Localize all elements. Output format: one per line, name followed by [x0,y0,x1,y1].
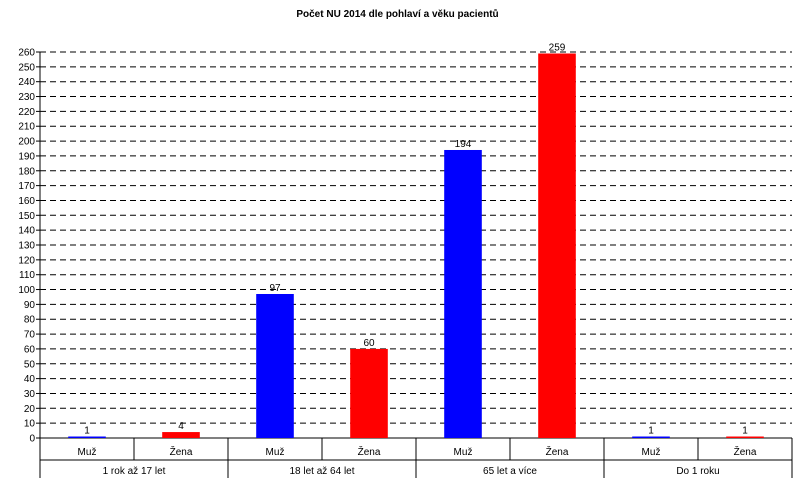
bar [162,432,200,438]
category-label: Muž [266,447,285,458]
bar [68,436,106,438]
y-tick-label: 60 [24,344,36,355]
y-tick-label: 110 [19,270,35,281]
y-tick-label: 170 [18,181,35,192]
y-tick-label: 20 [24,404,36,415]
y-tick-label: 40 [24,374,36,385]
data-label: 194 [455,139,472,150]
category-label: Žena [358,445,381,458]
y-tick-label: 10 [24,419,36,430]
y-tick-label: 80 [24,315,36,326]
axes: 0102030405060708090100110120130140150160… [18,48,793,478]
y-tick-label: 150 [18,211,35,222]
category-label: Muž [454,447,473,458]
y-tick-label: 130 [18,241,35,252]
y-tick-label: 260 [18,48,35,59]
y-tick-label: 120 [18,255,35,266]
data-label: 1 [84,426,90,437]
data-label: 259 [549,42,566,53]
y-tick-label: 50 [24,359,36,370]
group-label: 18 let až 64 let [289,466,354,477]
bar [726,436,764,438]
data-label: 1 [648,426,654,437]
data-label: 97 [269,283,281,294]
category-label: Žena [170,445,193,458]
y-tick-label: 100 [18,285,35,296]
data-label: 1 [742,426,748,437]
y-tick-label: 200 [18,137,35,148]
y-tick-label: 70 [24,330,36,341]
y-tick-label: 240 [18,77,35,88]
y-tick-label: 0 [29,434,35,445]
y-tick-label: 30 [24,389,36,400]
category-label: Muž [642,447,661,458]
y-tick-label: 210 [18,122,35,133]
chart-title: Počet NU 2014 dle pohlaví a věku pacient… [296,9,499,20]
bar [538,53,576,438]
bar [256,293,294,438]
bar [632,436,670,438]
y-tick-label: 250 [18,62,35,73]
bars [68,53,764,438]
category-label: Muž [78,447,97,458]
y-tick-label: 160 [18,196,35,207]
group-label: Do 1 roku [676,466,719,477]
bar [350,348,388,438]
y-tick-label: 90 [24,300,36,311]
data-label: 60 [363,338,375,349]
y-tick-label: 140 [18,226,35,237]
y-tick-label: 190 [18,151,35,162]
y-tick-label: 220 [18,107,35,118]
labels: 1 Muž 4 Žena 97 Muž 60 Žena 194 Muž 259 Žena 1 Muž 1 Že… [78,42,757,477]
group-label: 65 let a více [483,466,537,477]
gridlines [40,51,792,424]
category-label: Žena [734,445,757,458]
data-label: 4 [178,421,184,432]
y-tick-label: 230 [18,92,35,103]
y-tick-label: 180 [18,166,35,177]
category-label: Žena [546,445,569,458]
group-label: 1 rok až 17 let [103,466,166,477]
bar [444,149,482,438]
